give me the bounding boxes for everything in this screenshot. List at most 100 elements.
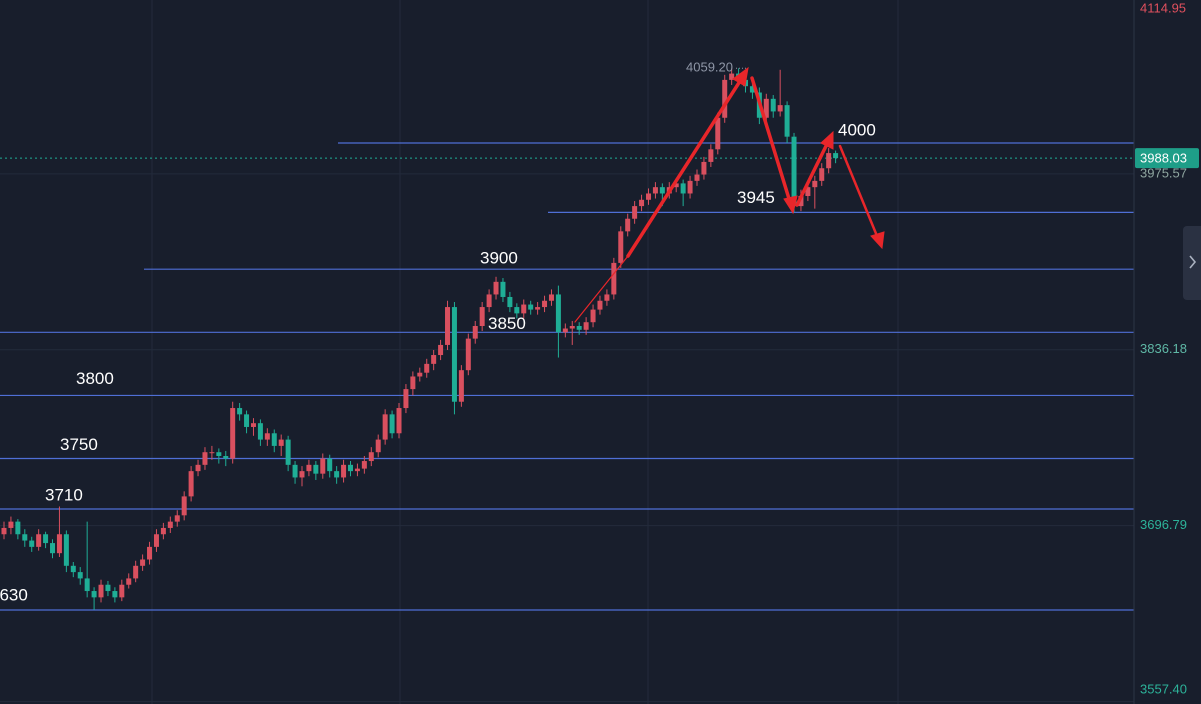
- level-label: 3800: [76, 369, 114, 388]
- level-label: 3630: [0, 585, 28, 604]
- candle-body: [167, 521, 173, 528]
- candle-body: [36, 534, 42, 547]
- candle-body: [805, 187, 811, 197]
- candle-body: [22, 534, 28, 541]
- candle-body: [77, 572, 83, 579]
- y-tick-label: 3836.18: [1140, 341, 1187, 356]
- candle-body: [306, 464, 312, 472]
- candle-body: [639, 199, 645, 207]
- candle-body: [694, 174, 700, 181]
- candle-body: [188, 471, 194, 497]
- candle-body: [105, 584, 111, 592]
- side-toggle-button[interactable]: [1183, 226, 1201, 300]
- candle-body: [652, 187, 658, 194]
- level-label: 3945: [737, 188, 775, 207]
- candle-body: [542, 300, 548, 308]
- candle-body: [160, 527, 166, 535]
- vertical-grid: [151, 0, 899, 704]
- candle-body: [659, 187, 665, 194]
- candle-body: [29, 540, 35, 547]
- candle-body: [403, 389, 409, 409]
- side-toggle[interactable]: [1183, 226, 1201, 300]
- candle-body: [604, 294, 610, 301]
- candle-body: [680, 183, 686, 194]
- y-tick-label: 4114.95: [1140, 0, 1186, 15]
- y-tick-label: 3975.57: [1140, 165, 1187, 180]
- candle-body: [98, 584, 104, 598]
- candle-body: [472, 326, 478, 339]
- candle-body: [257, 423, 263, 440]
- candle-body: [327, 458, 333, 472]
- candle-body: [410, 376, 416, 390]
- arrow-line: [795, 140, 830, 207]
- arrow-line: [626, 76, 744, 258]
- trend-line: [574, 255, 629, 323]
- candle-body: [625, 218, 631, 232]
- chevron-icon: [1189, 255, 1197, 269]
- candle-body: [722, 79, 728, 118]
- candle-body: [320, 458, 326, 474]
- candle-body: [271, 433, 277, 446]
- candle-body: [299, 471, 305, 478]
- candle-body: [576, 326, 582, 330]
- last-price-tag: [1135, 148, 1199, 169]
- arrow-head: [783, 195, 798, 215]
- candle-body: [417, 372, 423, 377]
- candle-body: [528, 304, 534, 310]
- candle-body: [562, 328, 568, 333]
- candle-body: [590, 309, 596, 323]
- candle-body: [618, 231, 624, 263]
- candle-body: [278, 439, 284, 446]
- candle-body: [445, 307, 451, 345]
- candle-body: [569, 326, 575, 329]
- candle-body: [237, 408, 243, 415]
- annotation-arrows: [574, 66, 885, 323]
- candle-body: [715, 117, 721, 150]
- candle-body: [479, 307, 485, 327]
- level-label: 3850: [488, 314, 526, 333]
- price-axis: 4114.95 3975.57 3836.18 3696.79 3557.40 3988.…: [1133, 0, 1201, 704]
- candle-body: [798, 196, 804, 207]
- candle-body: [749, 86, 755, 93]
- candle-body: [147, 546, 153, 560]
- candle-body: [555, 294, 561, 333]
- candle-body: [174, 515, 180, 522]
- candle-body: [458, 370, 464, 402]
- candle-body: [826, 153, 832, 169]
- candle-body: [708, 149, 714, 162]
- candle-body: [763, 98, 769, 118]
- candle-body: [126, 578, 132, 585]
- candle-body: [195, 464, 201, 472]
- candle-body: [244, 414, 250, 427]
- candle-body: [632, 206, 638, 219]
- level-label: 3900: [480, 249, 518, 268]
- candle-body: [514, 307, 520, 314]
- arrow-head: [732, 66, 749, 87]
- candle-body: [673, 183, 679, 188]
- candle-body: [521, 304, 527, 314]
- candle-body: [56, 534, 62, 554]
- candle-body: [84, 578, 90, 592]
- y-tick-label: 3557.40: [1140, 681, 1187, 696]
- high-annotation: 4059.20: [686, 60, 733, 75]
- candle-body: [465, 338, 471, 371]
- candle-body: [354, 468, 360, 472]
- candle-body: [777, 105, 783, 112]
- candle-body: [361, 461, 367, 469]
- arrow-line: [750, 76, 792, 204]
- candle-body: [424, 363, 430, 373]
- candle-body: [50, 543, 56, 554]
- candle-body: [645, 193, 651, 200]
- candle-body: [819, 168, 825, 181]
- candle-body: [583, 322, 589, 330]
- arrow-head: [870, 231, 885, 250]
- candle-body: [493, 281, 499, 295]
- candle-body: [112, 591, 118, 598]
- candle-body: [264, 433, 270, 440]
- candle-body: [438, 344, 444, 356]
- candle-body: [181, 496, 187, 516]
- candle-body: [285, 439, 291, 465]
- level-label: 3750: [60, 435, 98, 454]
